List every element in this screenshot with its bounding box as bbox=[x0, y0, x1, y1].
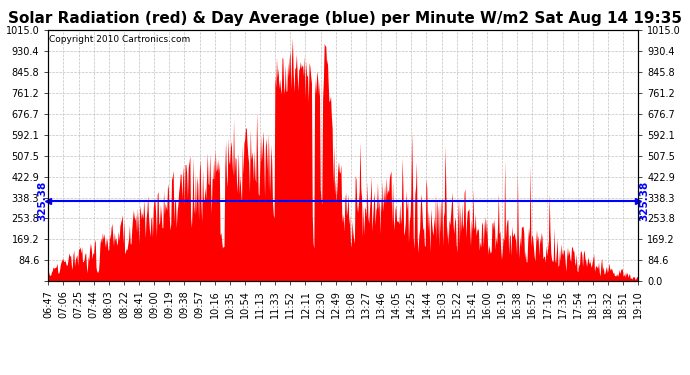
Text: Solar Radiation (red) & Day Average (blue) per Minute W/m2 Sat Aug 14 19:35: Solar Radiation (red) & Day Average (blu… bbox=[8, 11, 682, 26]
Text: 325.38: 325.38 bbox=[640, 181, 649, 221]
Text: Copyright 2010 Cartronics.com: Copyright 2010 Cartronics.com bbox=[50, 35, 190, 44]
Text: 325.38: 325.38 bbox=[37, 181, 47, 221]
